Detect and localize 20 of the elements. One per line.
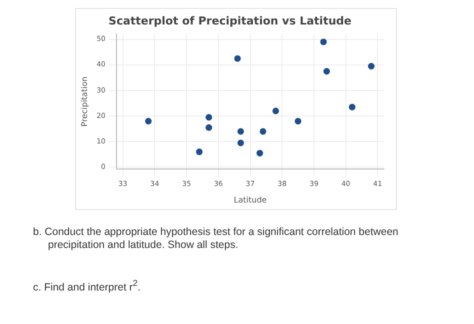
- point: [256, 150, 264, 156]
- point: [294, 118, 302, 124]
- point: [272, 108, 280, 114]
- point: [145, 118, 152, 124]
- text: b. Conduct the appropriate hypothesis test for a significant correlation between precipitation and latitude. Show all steps.: [33, 226, 400, 252]
- point: [320, 38, 327, 46]
- point: [196, 148, 203, 156]
- text: c. Find and interpret r$^{2}$.: [33, 278, 142, 295]
- point: [348, 104, 356, 110]
- point: [234, 55, 241, 62]
- point: [237, 128, 244, 135]
- point: [206, 114, 212, 121]
- point: [260, 128, 266, 135]
- point: [323, 68, 330, 75]
- point: [237, 140, 244, 146]
- y-axis-title: Precipitation: [80, 76, 89, 127]
- point: [206, 124, 212, 131]
- point: [368, 62, 375, 70]
- x-axis-title: Latitude: [234, 195, 267, 204]
- chart-title: Scatterplot of Precipitation vs Latitude: [108, 14, 352, 28]
